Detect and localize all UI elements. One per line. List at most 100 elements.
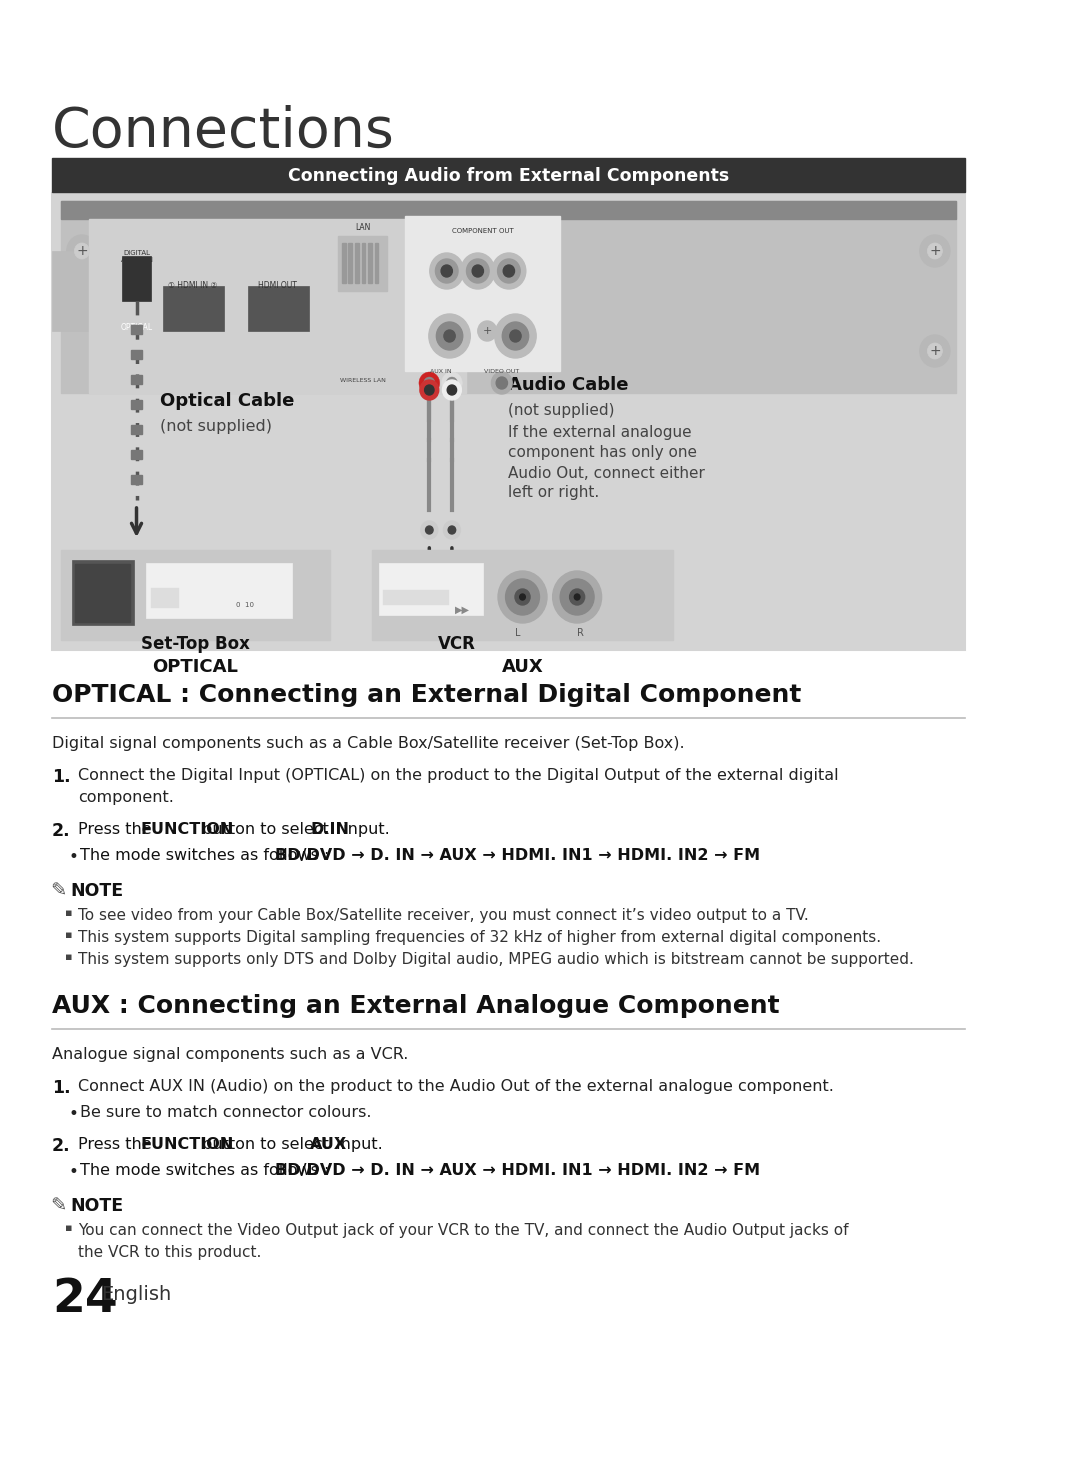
Circle shape — [419, 373, 440, 393]
Text: White: White — [467, 342, 524, 359]
Text: (not supplied): (not supplied) — [160, 419, 272, 433]
Text: VCR: VCR — [437, 634, 475, 654]
Text: ▪: ▪ — [65, 930, 72, 941]
Circle shape — [505, 578, 540, 615]
Bar — [52, 192, 966, 649]
Text: AUX IN: AUX IN — [430, 368, 451, 374]
Text: OPTICAL : Connecting an External Digital Component: OPTICAL : Connecting an External Digital… — [52, 683, 801, 707]
Bar — [375, 243, 378, 282]
Text: English: English — [100, 1285, 171, 1304]
Text: OPTICAL: OPTICAL — [152, 658, 239, 676]
Text: If the external analogue: If the external analogue — [509, 426, 692, 441]
Bar — [383, 590, 449, 605]
Text: The mode switches as follows :: The mode switches as follows : — [80, 847, 335, 864]
Circle shape — [928, 243, 943, 259]
Circle shape — [491, 253, 526, 288]
Circle shape — [515, 589, 530, 605]
Text: input.: input. — [338, 822, 390, 837]
Circle shape — [920, 336, 950, 367]
Circle shape — [491, 373, 512, 393]
Text: This system supports only DTS and Dolby Digital audio, MPEG audio which is bitst: This system supports only DTS and Dolby … — [78, 952, 914, 967]
Text: ① HDMI IN ②: ① HDMI IN ② — [168, 281, 218, 290]
Text: FUNCTION: FUNCTION — [140, 1137, 234, 1152]
Circle shape — [442, 373, 462, 393]
Bar — [62, 201, 956, 393]
Text: D.IN: D.IN — [310, 822, 349, 837]
Circle shape — [429, 314, 470, 358]
Text: the VCR to this product.: the VCR to this product. — [78, 1245, 261, 1260]
Text: WIRELESS LAN: WIRELESS LAN — [339, 379, 386, 383]
Bar — [163, 285, 224, 331]
Text: Connect the Digital Input (OPTICAL) on the product to the Digital Output of the : Connect the Digital Input (OPTICAL) on t… — [78, 768, 839, 782]
Text: +: + — [929, 244, 941, 257]
Bar — [355, 243, 359, 282]
Bar — [76, 563, 130, 623]
Text: input.: input. — [332, 1137, 383, 1152]
Circle shape — [446, 377, 458, 389]
Text: LAN: LAN — [355, 223, 370, 232]
Circle shape — [519, 595, 525, 600]
Bar — [52, 158, 966, 192]
Circle shape — [569, 589, 584, 605]
Bar — [379, 563, 483, 615]
Bar — [131, 399, 143, 410]
Text: AUX: AUX — [310, 1137, 348, 1152]
Text: 2.: 2. — [52, 1137, 70, 1155]
Circle shape — [444, 330, 455, 342]
Bar — [368, 243, 372, 282]
Bar — [247, 285, 309, 331]
Circle shape — [436, 322, 462, 351]
Text: •: • — [69, 1105, 79, 1123]
Circle shape — [423, 377, 435, 389]
Text: You can connect the Video Output jack of your VCR to the TV, and connect the Aud: You can connect the Video Output jack of… — [78, 1223, 849, 1238]
Circle shape — [477, 321, 497, 342]
Circle shape — [420, 380, 438, 399]
Circle shape — [467, 259, 489, 282]
Circle shape — [421, 521, 437, 538]
Text: AUX : Connecting an External Analogue Component: AUX : Connecting an External Analogue Co… — [52, 994, 780, 1018]
Circle shape — [441, 265, 453, 277]
Text: •: • — [69, 847, 79, 867]
Text: This system supports Digital sampling frequencies of 32 kHz of higher from exter: This system supports Digital sampling fr… — [78, 930, 881, 945]
Circle shape — [495, 314, 536, 358]
Text: Be sure to match connector colours.: Be sure to match connector colours. — [80, 1105, 372, 1120]
Bar — [90, 219, 467, 393]
Text: NOTE: NOTE — [70, 881, 124, 901]
Bar — [349, 243, 352, 282]
Circle shape — [430, 253, 463, 288]
Circle shape — [502, 322, 528, 351]
Text: +: + — [483, 325, 491, 336]
Text: 0  10: 0 10 — [235, 602, 254, 608]
Text: component.: component. — [78, 790, 174, 805]
Text: 1.: 1. — [52, 768, 70, 785]
Bar — [131, 450, 143, 458]
Circle shape — [435, 259, 458, 282]
Bar — [131, 424, 143, 433]
Bar — [122, 256, 150, 302]
Bar — [52, 251, 104, 331]
Text: HDMI OUT: HDMI OUT — [258, 281, 297, 290]
Text: COMPONENT OUT: COMPONENT OUT — [451, 228, 513, 234]
Circle shape — [75, 243, 90, 259]
Circle shape — [427, 380, 432, 386]
Text: Press the: Press the — [78, 822, 157, 837]
Text: ▪: ▪ — [65, 952, 72, 961]
Text: Press the: Press the — [78, 1137, 157, 1152]
Circle shape — [498, 259, 521, 282]
Text: To see video from your Cable Box/Satellite receiver, you must connect it’s video: To see video from your Cable Box/Satelli… — [78, 908, 809, 923]
Bar — [362, 243, 365, 282]
Circle shape — [461, 253, 495, 288]
Text: BD/DVD → D. IN → AUX → HDMI. IN1 → HDMI. IN2 → FM: BD/DVD → D. IN → AUX → HDMI. IN1 → HDMI.… — [274, 1162, 760, 1177]
Text: left or right.: left or right. — [509, 485, 599, 500]
Text: •: • — [69, 1162, 79, 1182]
Bar — [131, 351, 143, 359]
Bar — [62, 201, 956, 219]
Text: FUNCTION: FUNCTION — [140, 822, 234, 837]
Bar — [372, 550, 673, 640]
Circle shape — [448, 527, 456, 534]
Text: button to select: button to select — [198, 822, 334, 837]
Text: Connect AUX IN (Audio) on the product to the Audio Out of the external analogue : Connect AUX IN (Audio) on the product to… — [78, 1080, 834, 1094]
Circle shape — [503, 265, 514, 277]
Text: ✎: ✎ — [50, 881, 66, 901]
Circle shape — [928, 343, 943, 359]
